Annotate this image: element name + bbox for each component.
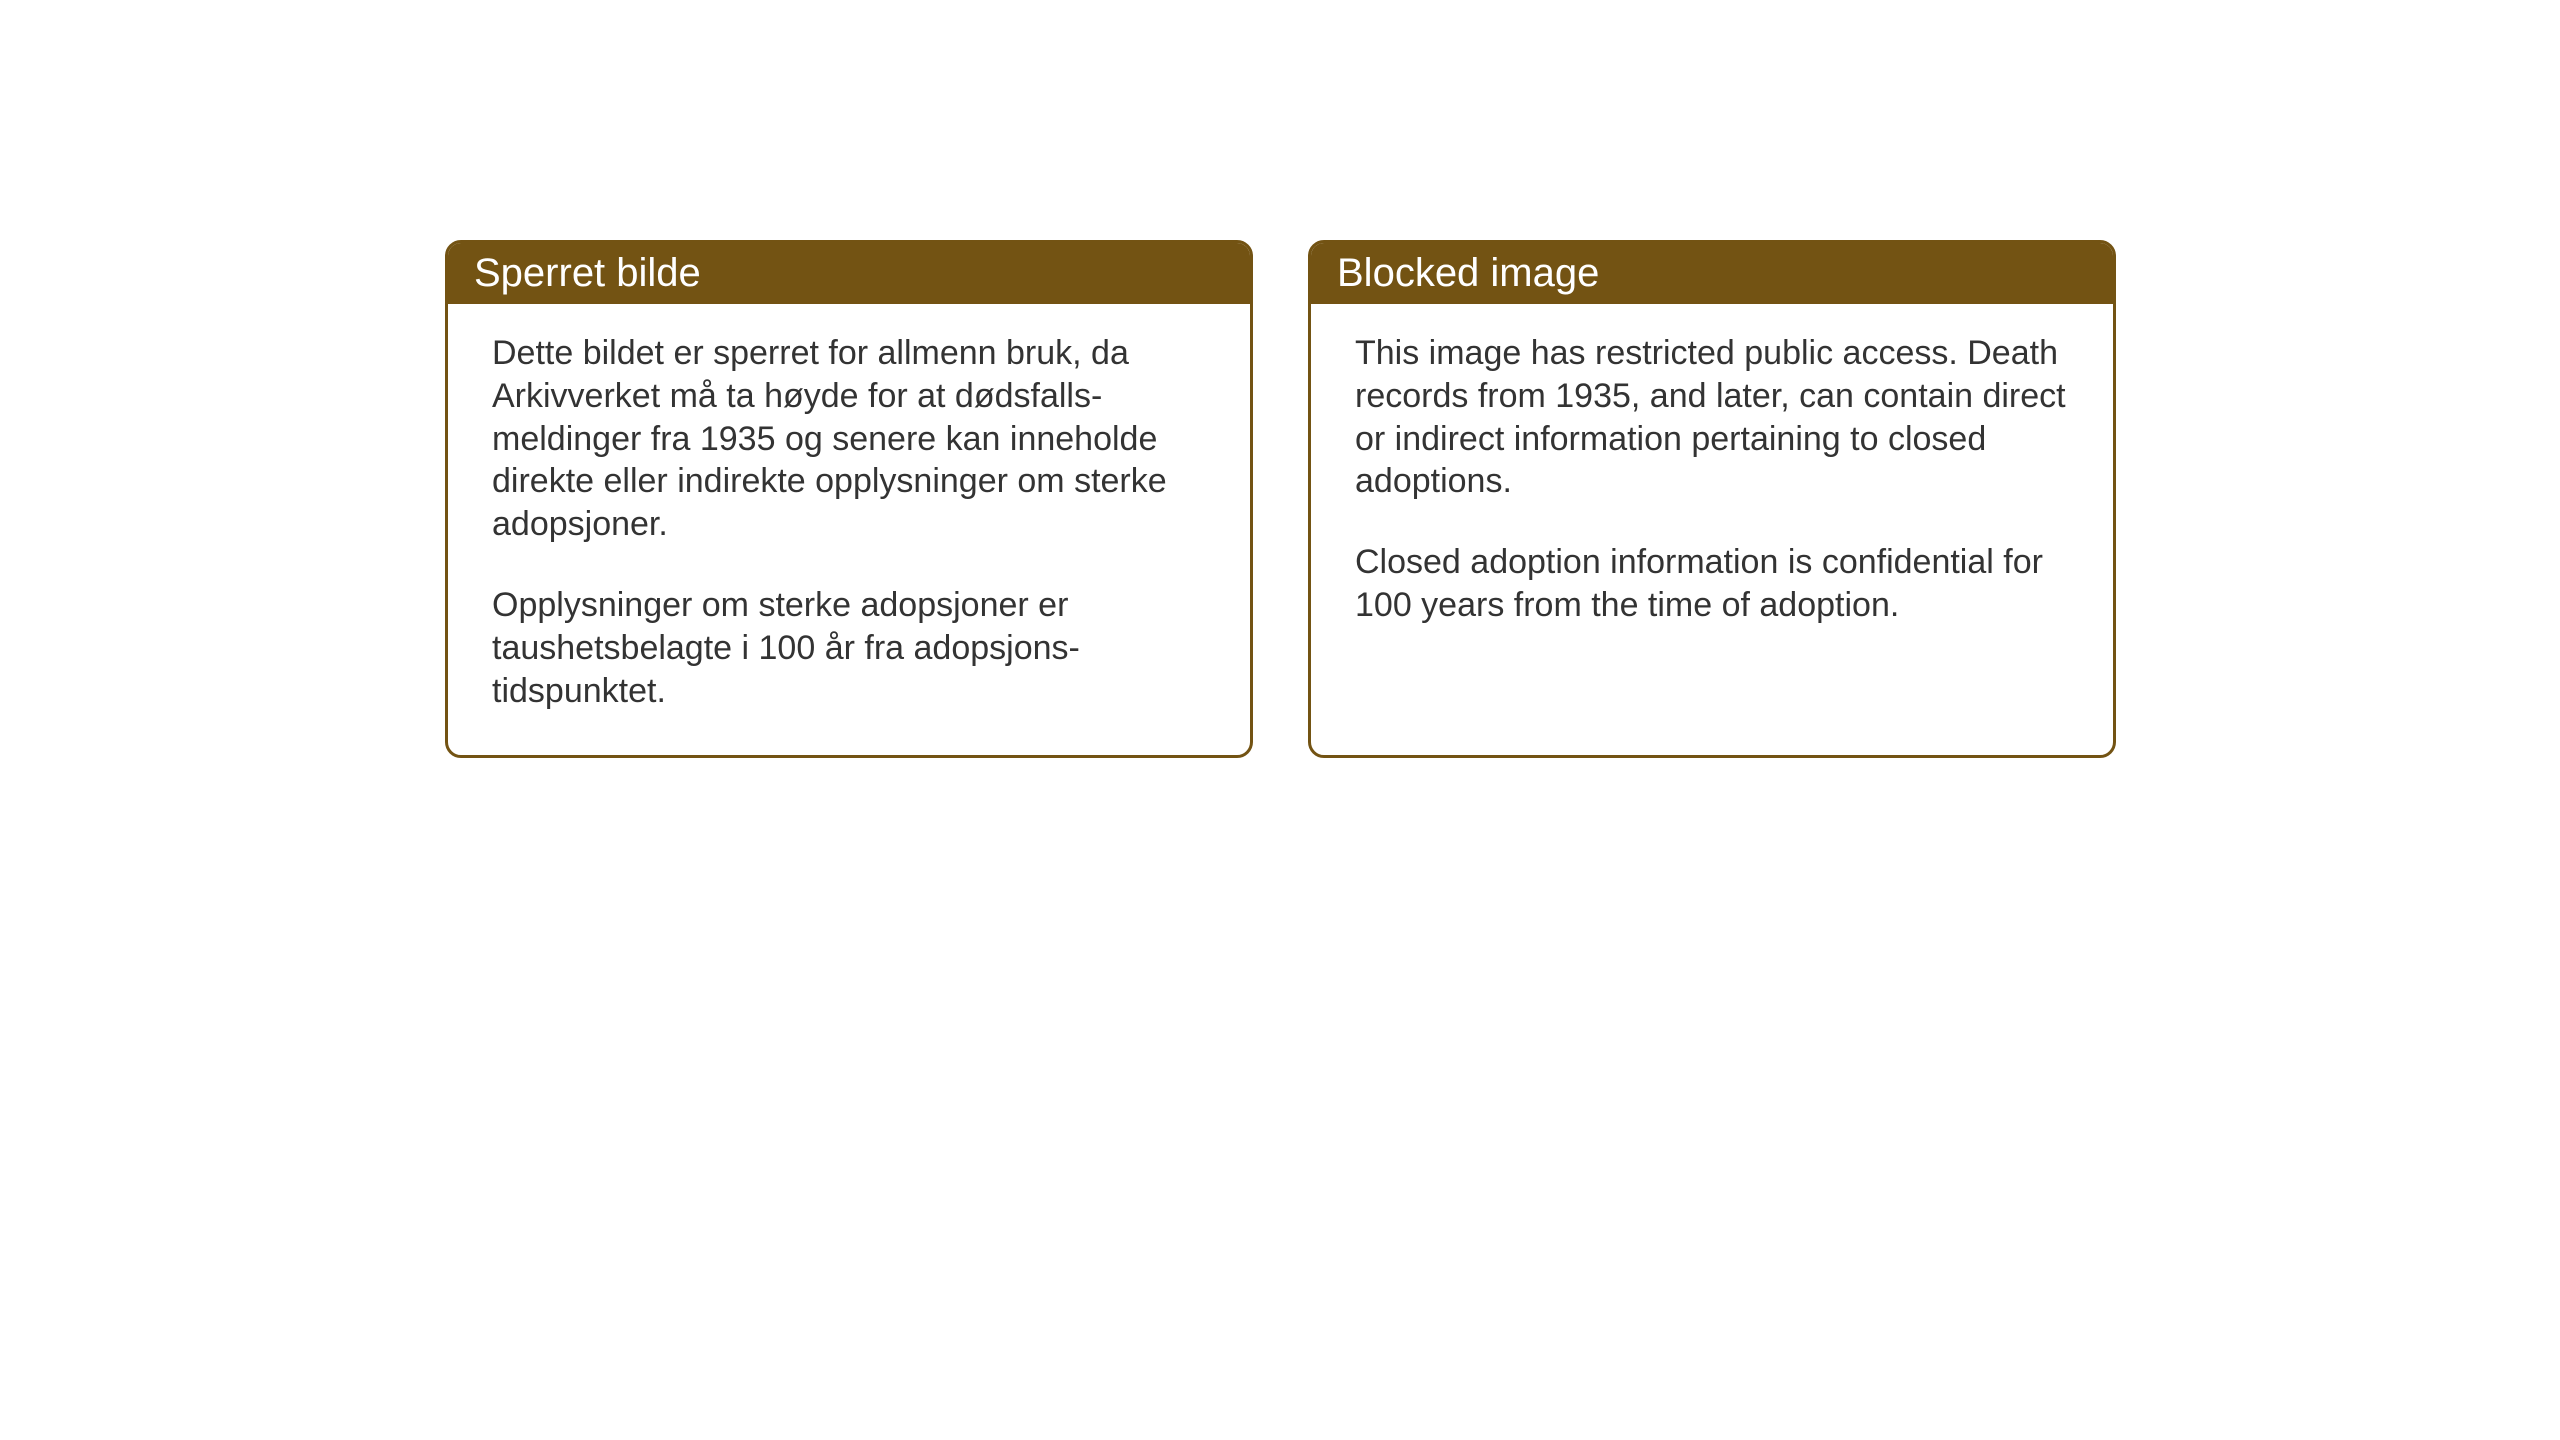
info-card-english: Blocked image This image has restricted … — [1308, 240, 2116, 758]
card-title: Blocked image — [1337, 251, 1599, 295]
card-title: Sperret bilde — [474, 251, 701, 295]
card-body-norwegian: Dette bildet er sperret for allmenn bruk… — [448, 304, 1250, 755]
card-paragraph: Closed adoption information is confident… — [1355, 541, 2069, 627]
card-paragraph: Opplysninger om sterke adopsjoner er tau… — [492, 584, 1206, 712]
info-card-norwegian: Sperret bilde Dette bildet er sperret fo… — [445, 240, 1253, 758]
card-body-english: This image has restricted public access.… — [1311, 304, 2113, 669]
info-cards-container: Sperret bilde Dette bildet er sperret fo… — [445, 240, 2116, 758]
card-header-english: Blocked image — [1311, 243, 2113, 304]
card-paragraph: This image has restricted public access.… — [1355, 332, 2069, 503]
card-paragraph: Dette bildet er sperret for allmenn bruk… — [492, 332, 1206, 546]
card-header-norwegian: Sperret bilde — [448, 243, 1250, 304]
